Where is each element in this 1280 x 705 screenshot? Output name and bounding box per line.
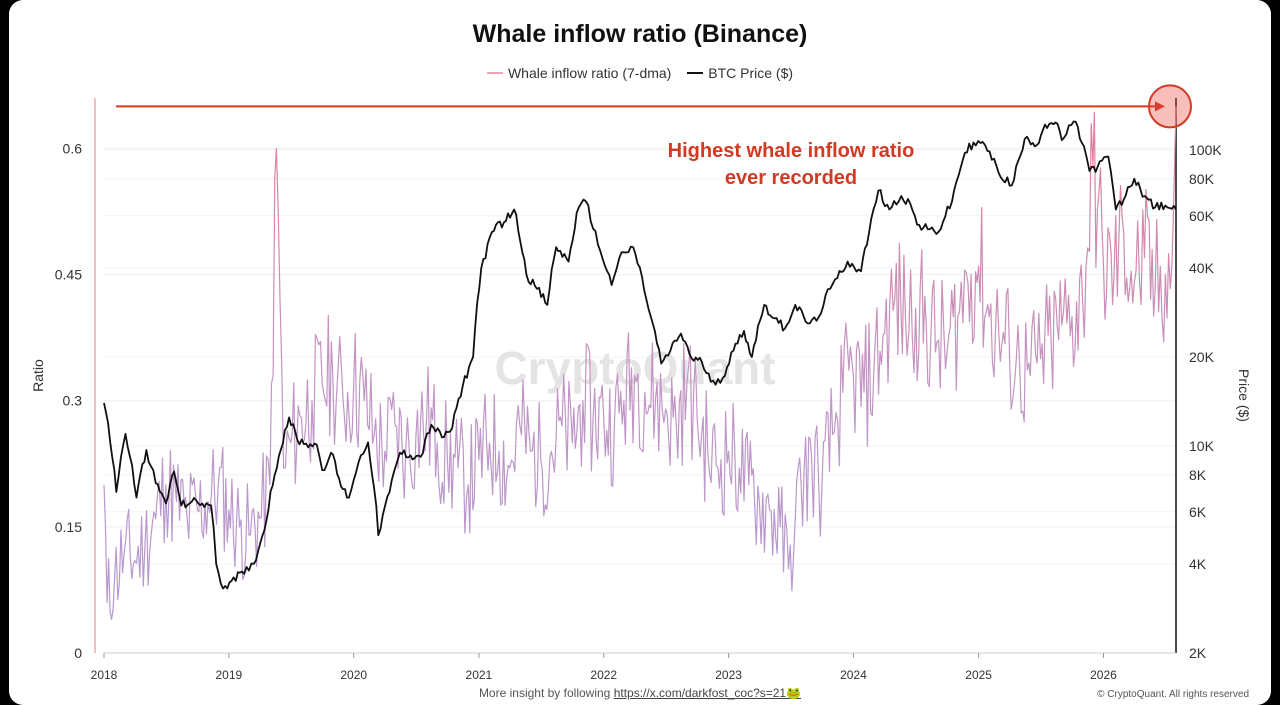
x-tick-label: 2020 bbox=[340, 668, 367, 682]
right-tick-label: 20K bbox=[1189, 349, 1215, 365]
legend-swatch-ratio bbox=[486, 72, 503, 74]
right-axis: 2K 4K 6K 8K 10K 20K 40K 60K 80K 100K Price ($) bbox=[1175, 98, 1252, 661]
legend-item-price[interactable]: BTC Price ($) bbox=[687, 65, 793, 81]
right-tick-label: 100K bbox=[1189, 142, 1222, 158]
chart-plot: CryptoQuant 0 0.15 0.3 0.45 0.6 Ratio 2K 4K 6K 8… bbox=[30, 84, 1252, 682]
legend-swatch-price bbox=[687, 72, 704, 74]
footer-link[interactable]: https://x.com/darkfost_coc?s=21🐸 bbox=[613, 686, 802, 700]
x-tick-label: 2023 bbox=[715, 668, 742, 682]
footer-prefix: More insight by following bbox=[478, 686, 611, 700]
watermark: CryptoQuant bbox=[494, 342, 775, 394]
annotation-text-line2: ever recorded bbox=[725, 167, 857, 189]
series-layer bbox=[103, 106, 1177, 620]
right-tick-label: 2K bbox=[1189, 645, 1207, 661]
x-tick-label: 2022 bbox=[590, 668, 617, 682]
copyright: © CryptoQuant. All rights reserved bbox=[1097, 689, 1249, 700]
legend-item-ratio[interactable]: Whale inflow ratio (7-dma) bbox=[486, 65, 672, 81]
left-tick-label: 0.6 bbox=[63, 140, 83, 156]
annotation-layer: Highest whale inflow ratio ever recorded bbox=[116, 84, 1192, 189]
right-tick-label: 6K bbox=[1189, 504, 1207, 520]
series-line-whale-inflow-ratio bbox=[103, 106, 1177, 620]
right-tick-label: 80K bbox=[1189, 171, 1215, 187]
series-line-btc-price bbox=[103, 120, 1177, 590]
x-tick-label: 2018 bbox=[91, 668, 118, 682]
right-axis-label: Price ($) bbox=[1236, 369, 1252, 422]
x-tick-label: 2021 bbox=[466, 668, 493, 682]
x-tick-label: 2026 bbox=[1090, 668, 1117, 682]
legend: Whale inflow ratio (7-dma) BTC Price ($) bbox=[9, 61, 1271, 81]
x-tick-label: 2024 bbox=[840, 668, 867, 682]
left-axis-label: Ratio bbox=[30, 359, 46, 392]
left-tick-label: 0 bbox=[74, 645, 82, 661]
grid-lines bbox=[104, 147, 1176, 654]
footer: More insight by following https://x.com/… bbox=[9, 686, 1271, 700]
x-tick-label: 2025 bbox=[965, 668, 992, 682]
annotation-text-line1: Highest whale inflow ratio bbox=[668, 140, 915, 162]
legend-label-price: BTC Price ($) bbox=[708, 65, 794, 81]
left-axis: 0 0.15 0.3 0.45 0.6 Ratio bbox=[30, 98, 96, 661]
right-tick-label: 4K bbox=[1189, 556, 1207, 572]
x-axis: 2018 2019 2020 2021 2022 2023 2024 2025 2026 bbox=[91, 652, 1176, 682]
annotation-arrowhead bbox=[1155, 101, 1165, 112]
right-tick-label: 40K bbox=[1189, 260, 1215, 276]
chart-title: Whale inflow ratio (Binance) bbox=[472, 20, 808, 48]
left-tick-label: 0.15 bbox=[55, 519, 82, 535]
chart-card: Whale inflow ratio (Binance) Whale inflo… bbox=[9, 0, 1271, 705]
left-tick-label: 0.45 bbox=[55, 267, 82, 283]
right-tick-label: 60K bbox=[1189, 208, 1215, 224]
x-tick-label: 2019 bbox=[215, 668, 242, 682]
annotation-highlight-circle bbox=[1148, 84, 1192, 129]
right-tick-label: 10K bbox=[1189, 438, 1215, 454]
right-tick-label: 8K bbox=[1189, 467, 1207, 483]
legend-label-ratio: Whale inflow ratio (7-dma) bbox=[507, 65, 672, 81]
left-tick-label: 0.3 bbox=[63, 393, 83, 409]
